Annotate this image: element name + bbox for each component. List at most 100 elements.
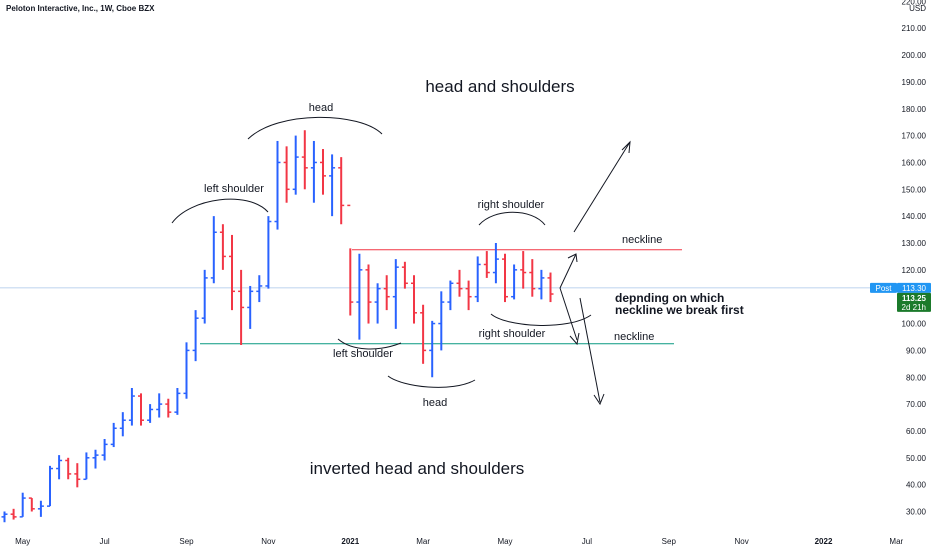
currency-label: USD	[909, 4, 926, 13]
x-tick-label: Sep	[662, 537, 677, 546]
post-badge-label: Post	[875, 284, 892, 293]
ohlc-bar	[529, 259, 536, 297]
ohlc-bar	[128, 387, 135, 426]
ohlc-bar	[210, 216, 217, 284]
hs-head-label: head	[309, 102, 333, 114]
y-tick-label: 90.00	[906, 346, 927, 355]
hs-left-shoulder-curve	[171, 198, 269, 224]
ohlc-bar	[392, 259, 399, 329]
ohlc-bar	[28, 497, 35, 512]
ohlc-bar	[374, 283, 381, 324]
x-tick-label: Jul	[99, 537, 109, 546]
y-tick-label: 70.00	[906, 400, 927, 409]
hs-title-label: head and shoulders	[425, 77, 574, 96]
ohlc-bar	[338, 157, 345, 225]
neckline-top-label: neckline	[622, 234, 662, 246]
neckline-bottom-label: neckline	[614, 331, 654, 343]
ohlc-bar	[420, 304, 427, 364]
y-tick-label: 80.00	[906, 373, 927, 382]
y-tick-label: 60.00	[906, 427, 927, 436]
close-countdown: 2d 21h	[902, 303, 926, 312]
ohlc-bar	[156, 393, 163, 418]
small-up-arrow-head	[567, 253, 578, 263]
ohlc-bar	[465, 280, 472, 311]
y-tick-label: 190.00	[902, 78, 927, 87]
ohlc-bar	[247, 285, 254, 329]
y-tick-label: 30.00	[906, 508, 927, 517]
hs-left-shoulder-label: left shoulder	[204, 183, 264, 195]
up-arrow-line	[573, 141, 631, 233]
ohlc-bar	[301, 130, 308, 190]
last-price-value: 113.30	[902, 284, 926, 293]
ohlc-bar	[474, 256, 481, 303]
x-tick-label: May	[15, 537, 30, 546]
ohlc-bar	[1, 511, 8, 523]
x-tick-label: Nov	[734, 537, 748, 546]
y-tick-label: 120.00	[902, 266, 927, 275]
up-arrow-head	[621, 140, 631, 154]
ohlc-bar	[411, 275, 417, 324]
down-arrow-head	[593, 393, 605, 406]
ohlc-bar	[401, 261, 408, 289]
ohlc-bar	[256, 275, 263, 303]
ohlc-bar	[47, 465, 53, 507]
ohlc-bar	[219, 224, 226, 270]
ohlc-bar	[438, 291, 445, 351]
x-tick-label: 2022	[815, 537, 833, 546]
ohlc-bar	[147, 404, 154, 423]
y-tick-label: 50.00	[906, 454, 927, 463]
x-tick-label: 2021	[341, 537, 359, 546]
ohlc-bar	[174, 387, 181, 415]
small-up-arrow-line	[559, 253, 577, 289]
ohlc-bar	[83, 452, 90, 481]
ohlc-bar	[92, 449, 99, 469]
last-price-badge	[897, 282, 931, 293]
ihs-head-label: head	[423, 397, 447, 409]
ohlc-bar	[101, 439, 108, 461]
ohlc-bar	[365, 264, 372, 324]
ohlc-bar	[238, 269, 245, 346]
x-tick-label: Jul	[582, 537, 592, 546]
ohlc-bar	[283, 146, 290, 203]
ihs-head-curve	[387, 375, 476, 388]
x-tick-label: May	[497, 537, 512, 546]
ohlc-bar	[229, 234, 235, 311]
ihs-title-label: inverted head and shoulders	[310, 459, 525, 478]
ohlc-bar	[65, 457, 72, 480]
ohlc-bar	[74, 463, 81, 488]
down-arrow-line	[579, 297, 601, 403]
y-tick-label: 150.00	[902, 185, 927, 194]
close-price-value: 113.25	[902, 294, 927, 303]
small-down-arrow-head	[569, 332, 580, 346]
post-badge	[870, 282, 897, 293]
x-tick-label: Mar	[889, 537, 903, 546]
y-tick-label: 220.00	[902, 0, 927, 6]
close-price-badge	[897, 292, 931, 312]
ohlc-bar	[329, 154, 336, 217]
hs-right-shoulder-curve	[478, 211, 546, 226]
hs-head-curve	[247, 116, 383, 140]
ohlc-bar	[19, 492, 26, 518]
ohlc-bar	[547, 272, 554, 303]
ohlc-bar	[265, 216, 272, 289]
y-tick-label: 210.00	[902, 24, 927, 33]
note-line1-label: depnding on which	[615, 291, 724, 305]
ohlc-bar	[183, 342, 190, 399]
y-tick-label: 130.00	[902, 239, 927, 248]
ohlc-bar	[192, 310, 199, 362]
ohlc-bar	[201, 269, 208, 324]
ohlc-bar	[320, 149, 326, 195]
chart-title: Peloton Interactive, Inc., 1W, Cboe BZX	[6, 4, 155, 13]
ohlc-bar	[292, 135, 299, 195]
y-tick-label: 200.00	[902, 51, 927, 60]
ohlc-bar	[502, 253, 508, 303]
ihs-left-shoulder-label: left shoulder	[333, 348, 393, 360]
ihs-left-shoulder-curve	[337, 338, 402, 350]
y-tick-label: 40.00	[906, 481, 927, 490]
x-tick-label: Sep	[179, 537, 194, 546]
ohlc-bar	[165, 398, 172, 418]
ohlc-bar	[274, 140, 281, 230]
ohlc-bar	[347, 204, 354, 316]
